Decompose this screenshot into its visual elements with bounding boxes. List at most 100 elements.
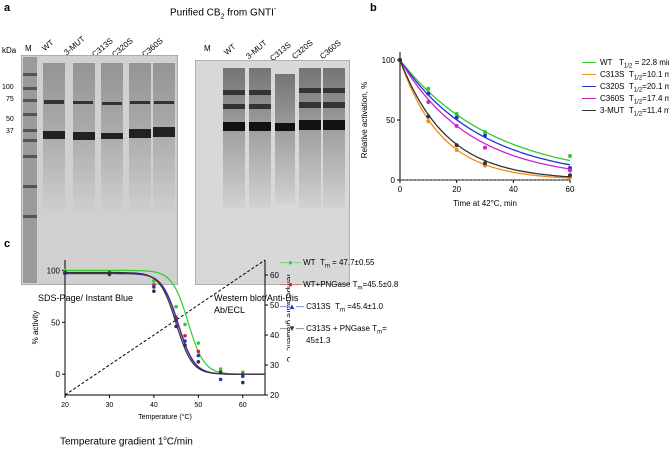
- footer-suffix: C/min: [166, 436, 193, 448]
- gel2-lane-c360s: C360S: [318, 38, 343, 61]
- gel2-caption-line1: Western blot/Anti-His: [214, 293, 299, 303]
- c-data-point: [152, 289, 156, 293]
- c-data-point: [174, 324, 178, 329]
- marker-37: 37: [6, 128, 14, 135]
- legend-b-marker: [582, 62, 596, 64]
- legend-b-t: T: [628, 82, 634, 91]
- c-x-tick-label: 50: [194, 402, 202, 409]
- legend-b-val: =20.1 min: [642, 82, 669, 91]
- footer-prefix: Temperature gradient 1: [60, 436, 164, 448]
- b-data-point: [483, 161, 487, 166]
- panel-c-legend: —●— WT Tm = 47.7±0.55 —●— WT+PNGase Tm=4…: [280, 258, 398, 348]
- legend-c-val: =: [382, 324, 387, 333]
- c-gradient-line: [64, 259, 266, 396]
- b-data-point: [454, 124, 459, 128]
- b-x-tick-label: 60: [566, 185, 575, 194]
- legend-b-label: C313S: [600, 70, 625, 79]
- c-series-line: [65, 272, 265, 375]
- b-data-point: [568, 173, 572, 178]
- b-data-point: [454, 143, 459, 148]
- b-series-line: [399, 59, 571, 170]
- legend-b-tsub: 1/2: [633, 87, 643, 94]
- legend-c-label: C313S: [306, 302, 331, 311]
- legend-c-label: WT: [303, 258, 316, 267]
- legend-c-val2: 45±1.3: [306, 336, 331, 345]
- panel-b-letter: b: [370, 2, 377, 14]
- footer-sup: o: [163, 436, 167, 442]
- legend-b-val: = 22.8 min: [632, 58, 669, 67]
- panel-a-title: Purified CB2 from GNTI-: [170, 6, 276, 20]
- legend-b-row: C360S T1/2=17.4 min: [582, 94, 669, 106]
- legend-b-val: =10.1 min: [642, 70, 669, 79]
- title-main: Purified CB: [170, 7, 221, 19]
- legend-c-row-cont: 45±1.3: [280, 336, 398, 348]
- legend-b-t: T: [619, 58, 624, 67]
- c-y2-tick-label: 50: [270, 301, 279, 310]
- b-data-point: [454, 112, 459, 116]
- panel-a-letter: a: [4, 2, 11, 14]
- legend-b-t: T: [628, 70, 634, 79]
- c-data-point: [196, 359, 201, 364]
- legend-b-label: 3-MUT: [600, 106, 625, 115]
- c-y2-tick-label: 30: [270, 361, 279, 370]
- b-data-point: [483, 130, 487, 134]
- b-data-point: [454, 115, 459, 120]
- c-series-line: [65, 271, 265, 375]
- legend-b-tsub: 1/2: [633, 99, 643, 106]
- b-data-point: [568, 154, 572, 158]
- b-data-point: [426, 114, 431, 119]
- legend-c-val: =45.4±1.0: [344, 302, 383, 311]
- c-series-line: [65, 269, 265, 375]
- b-data-point: [483, 133, 487, 138]
- gel2-lane-3mut: 3-MUT: [244, 38, 269, 61]
- b-data-point: [568, 168, 572, 173]
- c-data-point: [196, 353, 201, 358]
- c-data-point: [63, 270, 67, 275]
- legend-c-tm: T: [335, 302, 340, 311]
- c-data-point: [196, 341, 201, 345]
- legend-b-marker: [582, 74, 596, 76]
- legend-c-row: —●— WT+PNGase Tm=45.5±0.8: [280, 280, 398, 302]
- c-data-point: [218, 367, 223, 371]
- b-y-tick-label: 0: [391, 176, 396, 185]
- legend-b-label: C320S: [600, 82, 625, 91]
- legend-c-tm: T: [319, 258, 325, 267]
- c-data-point: [183, 339, 187, 343]
- gel2-lane-c320s: C320S: [290, 38, 315, 61]
- legend-b-row: WT T1/2 = 22.8 min: [582, 58, 669, 70]
- legend-b-marker: [582, 110, 596, 112]
- b-x-label: Time at 42°C, min: [453, 199, 517, 208]
- title-mid: from GNTI: [224, 7, 274, 19]
- gel1-caption: SDS-Page/ Instant Blue: [38, 293, 134, 303]
- b-data-point: [426, 86, 431, 91]
- c-y2-tick-label: 20: [270, 391, 279, 400]
- legend-c-marker: —●—: [280, 258, 301, 267]
- legend-b-val: =17.4 min: [642, 94, 669, 103]
- legend-b-marker: [582, 98, 596, 100]
- c-x-tick-label: 20: [61, 402, 69, 409]
- c-y2-tick-label: 40: [270, 331, 279, 340]
- gel1-lane-wt: WT: [40, 38, 56, 53]
- kda-label: kDa: [2, 46, 17, 55]
- panel-c-letter: c: [4, 238, 11, 250]
- c-data-point: [240, 374, 245, 379]
- legend-c-tmsub: m: [324, 263, 330, 270]
- legend-c-val: =45.5±0.8: [362, 280, 399, 289]
- b-x-tick-label: 40: [509, 185, 518, 194]
- legend-b-label: WT: [600, 58, 613, 67]
- b-y-label: Relative activation, %: [360, 82, 369, 158]
- b-data-point: [454, 148, 459, 152]
- marker-100: 100: [2, 84, 14, 91]
- b-data-point: [426, 91, 431, 96]
- c-y-label: % activity: [31, 311, 40, 345]
- b-data-point: [398, 58, 402, 62]
- sds-page-gel: [21, 55, 178, 285]
- legend-b-t: T: [628, 94, 634, 103]
- gel1-lane-3mut: 3-MUT: [62, 34, 87, 57]
- c-data-point: [152, 285, 156, 289]
- c-data-point: [183, 334, 187, 338]
- legend-c-tmsub: m: [377, 329, 383, 336]
- c-data-point: [218, 370, 223, 374]
- legend-c-marker: —▲—: [280, 302, 304, 311]
- c-data-point: [107, 271, 112, 276]
